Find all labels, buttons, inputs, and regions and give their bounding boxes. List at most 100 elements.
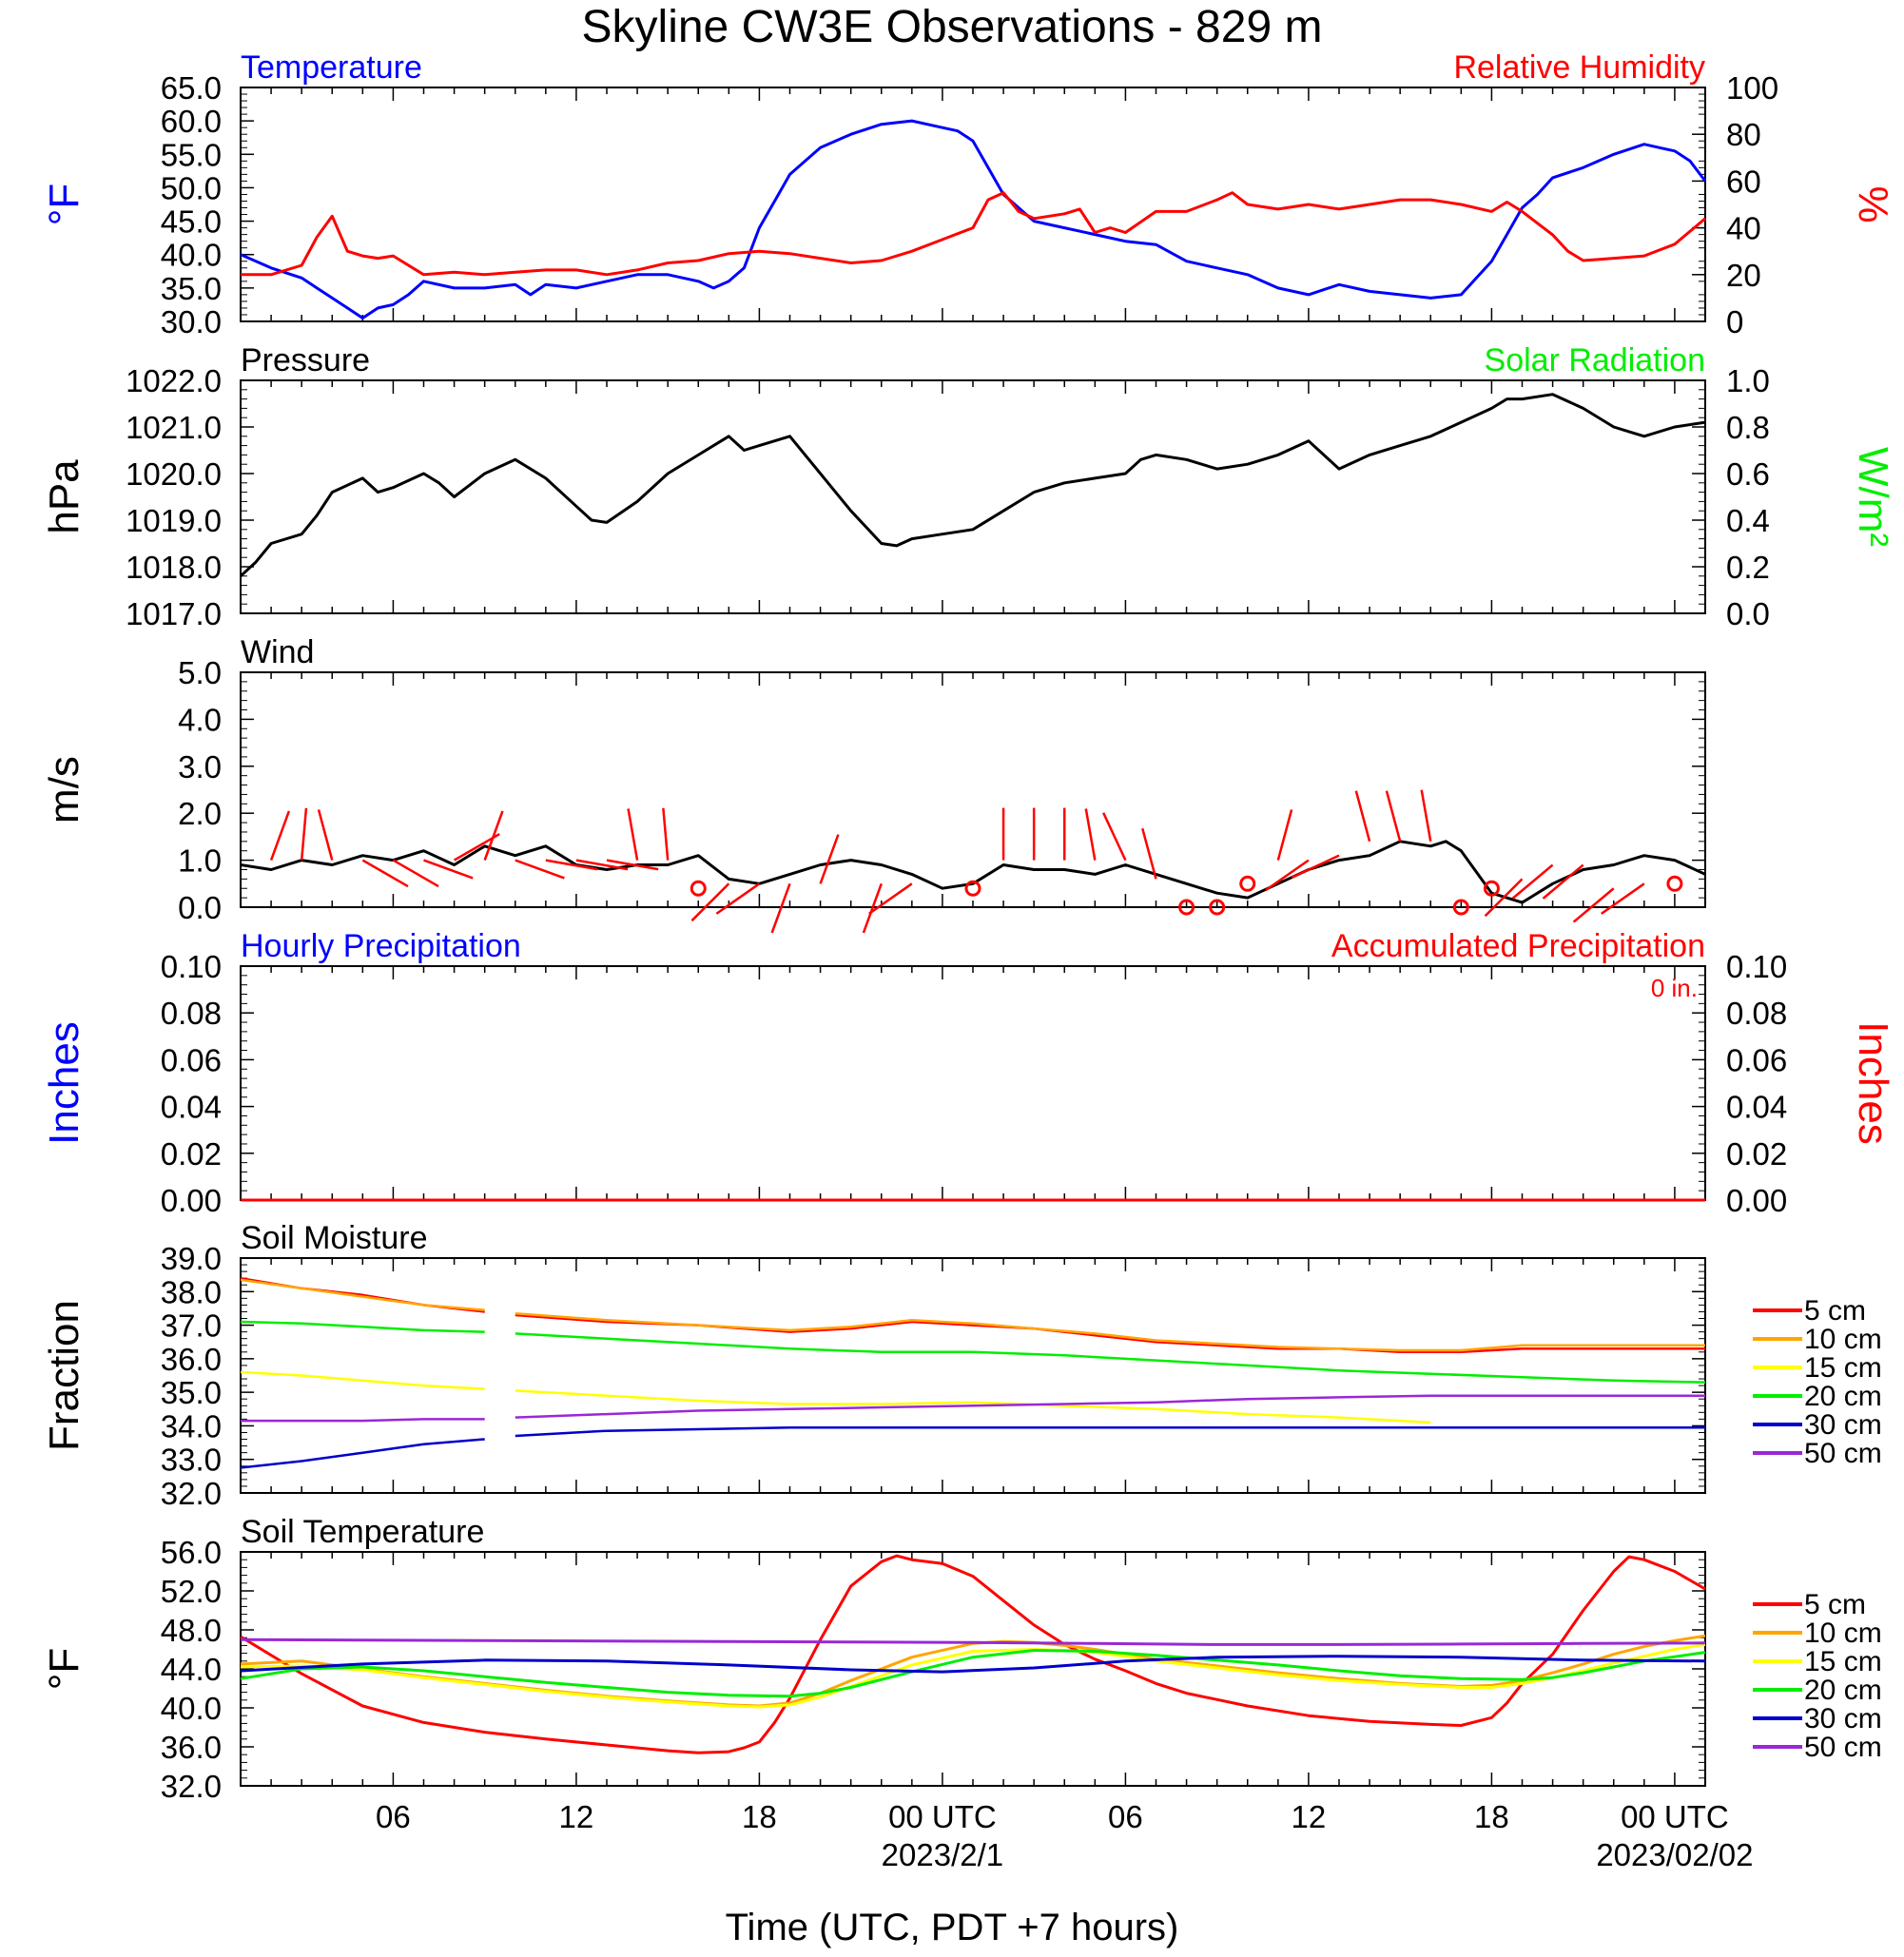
x-tick-label: 18	[1474, 1799, 1509, 1834]
series-line-soil_moisture-30cm	[240, 1438, 485, 1469]
y-axis-title-right: W/m²	[1850, 447, 1896, 547]
y-tick-label: 55.0	[161, 137, 222, 172]
wind-barb	[606, 859, 659, 871]
y-tick-label: 0.08	[161, 996, 222, 1031]
y-tick-label: 50.0	[161, 170, 222, 205]
y-tick-label: 38.0	[161, 1274, 222, 1309]
y-tick-label-right: 0.8	[1726, 410, 1770, 445]
y-tick-label: 1021.0	[126, 410, 222, 445]
wind-barb	[868, 882, 913, 915]
legend-label: 20 cm	[1804, 1675, 1882, 1706]
series-line-soil_moisture-5cm	[515, 1313, 1705, 1354]
series-line-temperature-0	[240, 119, 1707, 320]
y-axis-title-right: %	[1850, 185, 1896, 223]
y-tick-label-right: 0.10	[1726, 949, 1787, 984]
y-axis-title-left: Inches	[41, 1021, 87, 1145]
panel-title-left: Soil Moisture	[241, 1220, 428, 1256]
panel-title-right: Relative Humidity	[1453, 49, 1705, 86]
calm-wind-marker	[690, 880, 707, 897]
wind-barb	[690, 882, 730, 922]
wind-barb	[1484, 878, 1524, 918]
wind-barb	[300, 807, 308, 861]
legend-label: 30 cm	[1804, 1409, 1882, 1441]
calm-wind-marker	[1452, 899, 1469, 916]
y-tick-label: 37.0	[161, 1308, 222, 1344]
series-line-soil_moisture-10cm	[240, 1278, 485, 1311]
y-tick-label: 1022.0	[126, 363, 222, 398]
y-tick-label: 0.06	[161, 1042, 222, 1077]
y-tick-label: 3.0	[178, 749, 222, 785]
y-tick-label-right: 60	[1726, 164, 1761, 199]
panel-title-left: Hourly Precipitation	[241, 928, 521, 964]
panel-title-left: Pressure	[241, 342, 370, 378]
x-tick-label: 00 UTC	[1621, 1799, 1729, 1834]
wind-barb	[1291, 854, 1340, 880]
y-axis-title-left: hPa	[41, 459, 87, 534]
legend-label: 15 cm	[1804, 1646, 1882, 1677]
wind-barb	[1572, 887, 1615, 923]
series-line-soil_temperature-20cm	[240, 1649, 1706, 1698]
y-tick-label: 1.0	[178, 843, 222, 879]
y-tick-label: 32.0	[161, 1476, 222, 1511]
y-tick-label-right: 0.06	[1726, 1042, 1787, 1077]
legend-label: 10 cm	[1804, 1324, 1882, 1355]
panels: 30.035.040.045.050.055.060.065.002040608…	[41, 49, 1896, 1804]
panel-title-left: Temperature	[241, 49, 422, 86]
panel-title-right: Solar Radiation	[1485, 342, 1705, 378]
y-tick-label: 0.02	[161, 1136, 222, 1172]
y-tick-label-right: 0.08	[1726, 996, 1787, 1031]
legend-label: 5 cm	[1804, 1589, 1866, 1620]
panel-frame	[240, 87, 1706, 322]
y-axis-title-left: °F	[41, 1648, 87, 1690]
y-tick-label: 5.0	[178, 655, 222, 690]
y-axis-title-left: m/s	[41, 756, 87, 823]
wind-barb	[819, 834, 840, 884]
x-tick-label: 06	[1108, 1799, 1143, 1834]
wind-barb	[1542, 863, 1584, 900]
y-tick-label-right: 0.6	[1726, 456, 1770, 492]
series-line-pressure-0	[239, 393, 1706, 577]
y-tick-label: 44.0	[161, 1652, 222, 1687]
legend-label: 20 cm	[1804, 1381, 1882, 1412]
calm-wind-marker	[1209, 899, 1226, 916]
wind-barb	[361, 859, 409, 888]
y-tick-label: 52.0	[161, 1574, 222, 1609]
y-tick-label: 36.0	[161, 1342, 222, 1377]
series-line-temperature-1	[241, 191, 1706, 277]
series-line-soil_moisture-30cm	[515, 1425, 1705, 1438]
calm-wind-marker	[1666, 875, 1683, 892]
x-tick-label: 06	[376, 1799, 411, 1834]
y-tick-label: 0.04	[161, 1090, 222, 1125]
y-tick-label: 4.0	[178, 702, 222, 737]
y-tick-label-right: 0.02	[1726, 1136, 1787, 1172]
wind-barb	[1420, 789, 1432, 843]
wind-barb	[1354, 790, 1371, 843]
y-tick-label: 40.0	[161, 1691, 222, 1726]
panel-temperature: 30.035.040.045.050.055.060.065.0 0 20 40 60 8…	[41, 49, 1896, 339]
y-tick-label: 1017.0	[126, 596, 222, 631]
wind-barb	[575, 859, 629, 871]
y-tick-label-right: 0.00	[1726, 1183, 1787, 1218]
y-tick-label-right: 100	[1726, 70, 1778, 106]
wind-barb	[317, 809, 334, 861]
wind-barb	[1265, 859, 1310, 892]
series-line-soil_moisture-50cm	[241, 1418, 485, 1423]
panel-soil_temperature: 32.0 36.0 40.0 44.0 48.0 52.0 56.0 Soil Tempera…	[41, 1514, 1882, 1804]
y-tick-label: 0.10	[161, 949, 222, 984]
series-line-soil_moisture-15cm	[240, 1370, 485, 1390]
y-tick-label: 30.0	[161, 304, 222, 339]
legend-label: 10 cm	[1804, 1618, 1882, 1649]
y-tick-label: 33.0	[161, 1443, 222, 1478]
x-axis-title: Time (UTC, PDT +7 hours)	[726, 1907, 1179, 1948]
panel-frame	[240, 379, 1706, 614]
x-tick-label: 00 UTC	[888, 1799, 997, 1834]
y-axis-title-right: Inches	[1850, 1021, 1896, 1145]
y-tick-label: 65.0	[161, 70, 222, 106]
wind-barb	[1385, 790, 1402, 843]
y-tick-label: 34.0	[161, 1408, 222, 1444]
calm-wind-marker	[964, 880, 981, 897]
series-line-soil_moisture-20cm	[515, 1332, 1706, 1384]
y-tick-label: 1018.0	[126, 550, 222, 585]
y-tick-label: 1019.0	[126, 503, 222, 538]
